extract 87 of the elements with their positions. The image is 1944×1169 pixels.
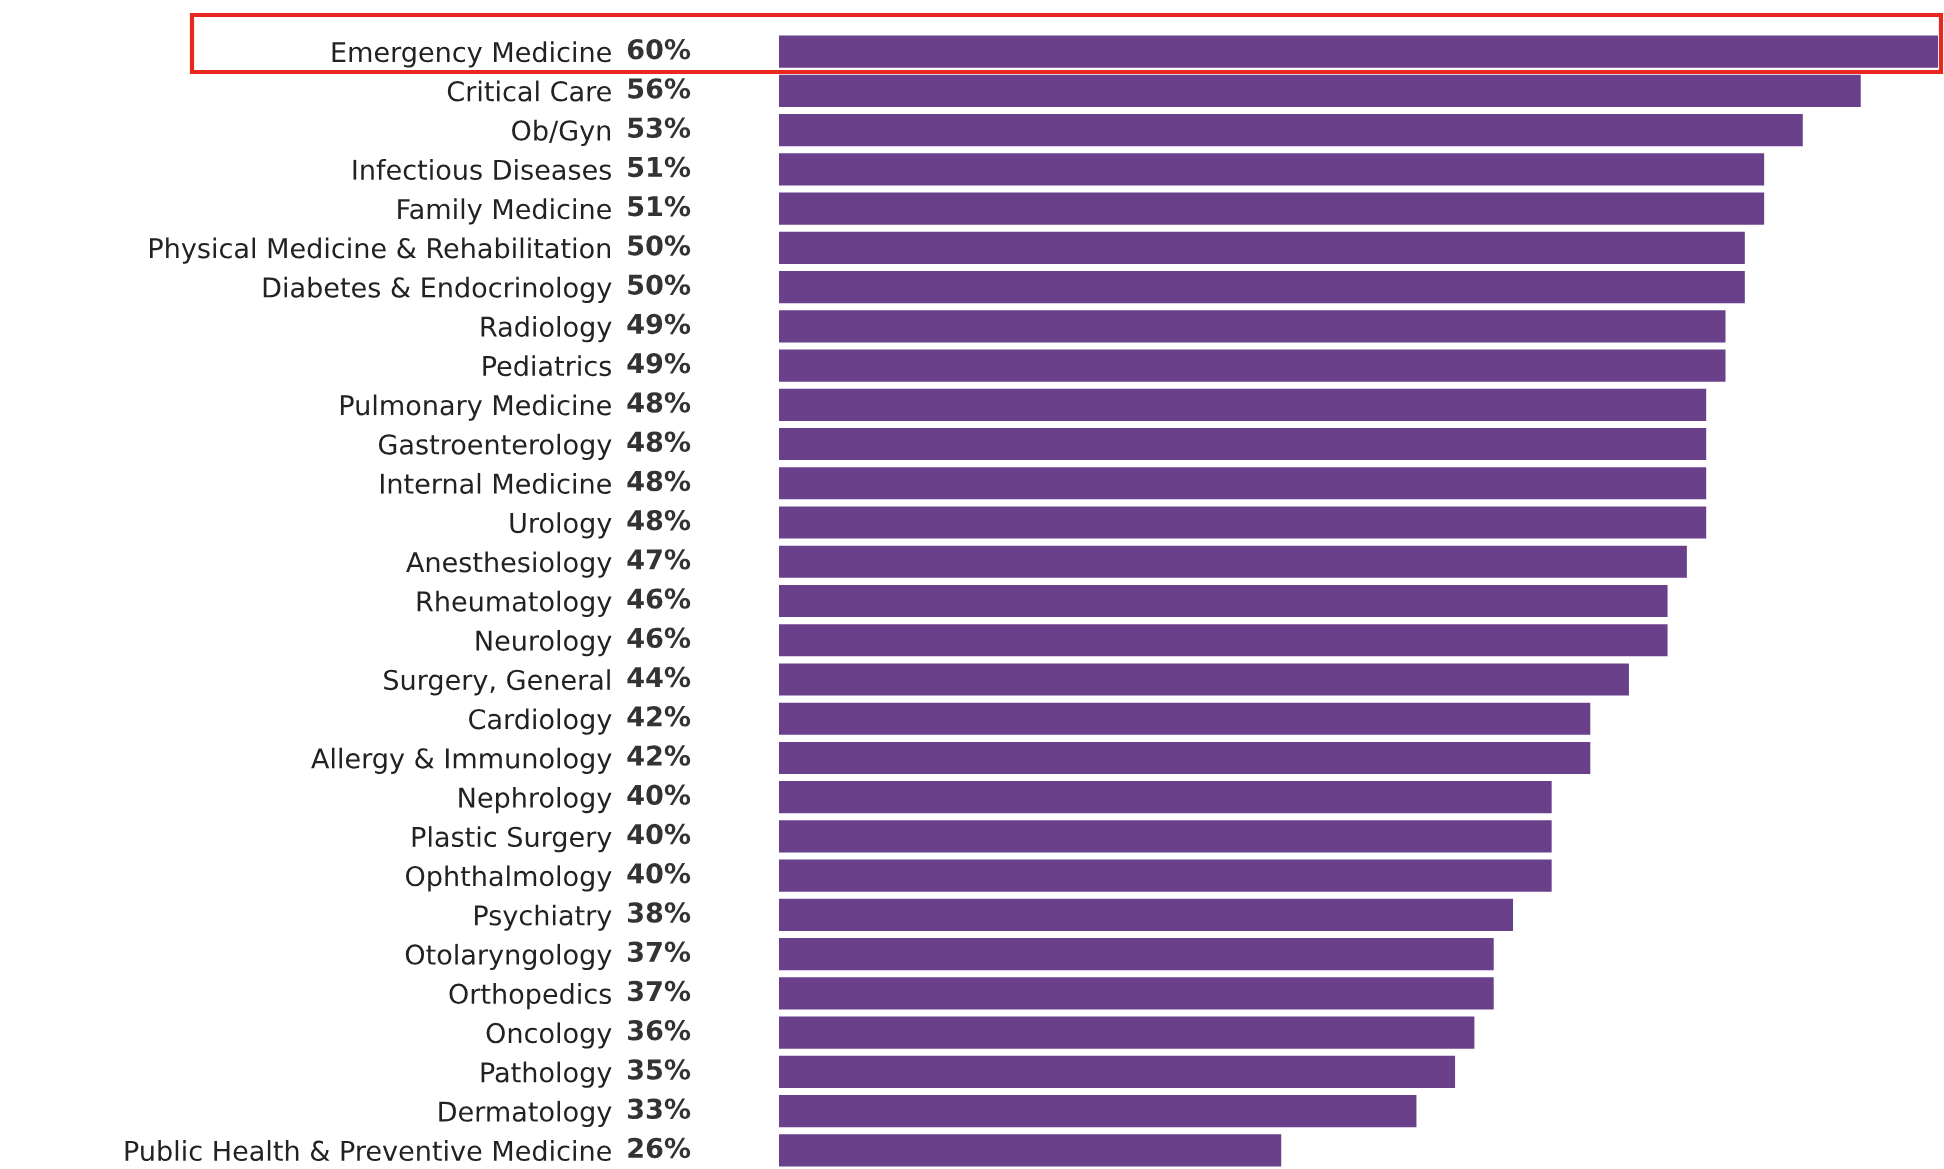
y-tick-label: Urology — [510, 512, 612, 539]
data-label: 37% — [628, 980, 691, 1002]
bar — [779, 310, 1726, 343]
data-label: 56% — [628, 78, 691, 99]
bar — [779, 938, 1494, 971]
y-tick-label: Pulmonary Medicine — [340, 394, 611, 421]
data-label: 60% — [627, 38, 691, 60]
bar — [779, 192, 1765, 225]
y-tick-label: Neurology — [476, 629, 612, 657]
y-tick-label: Psychiatry — [475, 904, 612, 931]
data-label: 51% — [628, 195, 691, 217]
data-label: 35% — [628, 1059, 691, 1080]
y-tick-label: Otolaryngology — [405, 943, 612, 971]
data-label: 40% — [627, 863, 691, 884]
y-tick-label: Gastroenterology — [378, 433, 612, 460]
bar — [779, 153, 1765, 186]
y-tick-label: Critical Care — [447, 80, 611, 102]
bar — [779, 270, 1745, 304]
bar — [779, 820, 1552, 853]
bar — [779, 231, 1745, 264]
bar — [779, 467, 1707, 500]
bar — [779, 1134, 1282, 1167]
y-tick-label: Emergency Medicine — [332, 41, 611, 68]
data-label: 49% — [627, 313, 691, 335]
data-label: 50% — [628, 235, 691, 256]
data-label: 33% — [628, 1098, 691, 1119]
bar — [779, 545, 1687, 578]
y-tick-label: Allergy & Immunology — [311, 747, 612, 774]
y-tick-label: Anesthesiology — [406, 551, 612, 578]
y-tick-label: Infectious Diseases — [353, 159, 612, 181]
bar — [779, 584, 1668, 618]
data-label: 48% — [627, 431, 691, 452]
bar — [779, 977, 1494, 1010]
bar — [779, 702, 1591, 735]
data-label: 44% — [627, 666, 691, 688]
bar — [779, 427, 1707, 461]
data-label: 38% — [628, 902, 691, 923]
data-label: 50% — [628, 274, 691, 295]
y-tick-label: Radiology — [481, 316, 612, 343]
bar — [779, 1055, 1456, 1088]
data-label: 47% — [627, 549, 691, 570]
y-tick-label: Rheumatology — [417, 590, 612, 617]
data-label: 48% — [627, 392, 691, 413]
data-label: 42% — [627, 706, 691, 727]
data-label: 40% — [627, 823, 691, 845]
y-tick-label: Dermatology — [439, 1100, 612, 1128]
y-tick-label: Internal Medicine — [381, 472, 611, 494]
bar — [779, 349, 1726, 382]
bar — [779, 898, 1514, 932]
y-tick-label: Ophthalmology — [406, 865, 612, 892]
data-label: 48% — [627, 470, 691, 492]
y-tick-label: Public Health & Preventive Medicine — [125, 1140, 611, 1162]
data-label: 36% — [628, 1020, 691, 1041]
bar — [779, 624, 1668, 657]
bar — [779, 35, 1938, 68]
y-tick-label: Cardiology — [469, 708, 612, 735]
y-tick-label: Physical Medicine & Rehabilitation — [150, 237, 611, 264]
data-label: 48% — [627, 509, 691, 531]
bar — [779, 74, 1861, 107]
data-label: 37% — [628, 941, 691, 963]
data-label: 49% — [627, 352, 691, 374]
bar — [779, 741, 1591, 775]
data-label: 51% — [628, 156, 691, 178]
data-label: 46% — [627, 627, 691, 649]
data-label: 42% — [627, 745, 691, 766]
y-tick-label: Orthopedics — [449, 983, 612, 1010]
bar — [779, 781, 1552, 814]
y-tick-label: Oncology — [486, 1022, 612, 1049]
data-label: 40% — [627, 784, 691, 806]
bar — [779, 663, 1629, 696]
bar — [779, 1095, 1417, 1128]
y-tick-label: Pathology — [481, 1061, 612, 1088]
data-label: 46% — [627, 588, 691, 609]
y-tick-label: Pediatrics — [483, 355, 612, 377]
bar — [779, 114, 1803, 147]
y-tick-label: Ob/Gyn — [512, 119, 611, 147]
bar — [779, 388, 1707, 421]
y-tick-label: Diabetes & Endocrinology — [263, 276, 612, 303]
data-label: 53% — [628, 117, 691, 138]
y-tick-label: Family Medicine — [398, 198, 611, 225]
bar — [779, 1016, 1475, 1049]
data-label: 26% — [628, 1137, 691, 1159]
bar — [779, 859, 1552, 892]
y-tick-label: Nephrology — [459, 786, 612, 814]
y-tick-label: Plastic Surgery — [412, 826, 612, 853]
y-tick-label: Surgery, General — [384, 669, 610, 696]
bar — [779, 506, 1707, 539]
